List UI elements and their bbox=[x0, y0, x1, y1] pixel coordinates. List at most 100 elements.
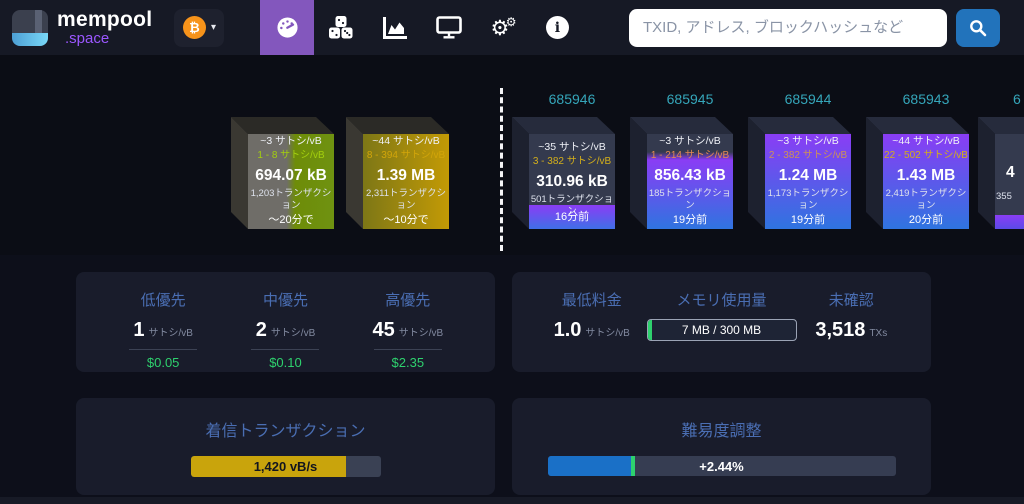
search-form bbox=[629, 8, 1000, 47]
block-height-label[interactable]: 685946 bbox=[548, 91, 596, 107]
block-time: 19分前 bbox=[672, 214, 708, 226]
fee-usd: $0.05 bbox=[146, 355, 180, 370]
mempool-block-1[interactable]: ~3 サトシ/vB 1 - 8 サトシ/vB 694.07 kB 1,203トラ… bbox=[231, 91, 335, 231]
tab-mining[interactable] bbox=[314, 0, 368, 55]
min-fee-value: 1.0 bbox=[553, 319, 582, 341]
logo-title: mempool bbox=[57, 8, 153, 31]
logo-subtitle: .space bbox=[65, 30, 110, 47]
min-fee-label: 最低料金 bbox=[561, 292, 622, 309]
fee-value: 45 bbox=[372, 319, 395, 341]
fee-range: 1 - 8 サトシ/vB bbox=[257, 150, 325, 162]
fee-col-medium: 中優先 2 サトシ/vB $0.10 bbox=[225, 289, 345, 370]
search-input[interactable] bbox=[629, 8, 947, 47]
mined-block-clipped[interactable]: 6 4 355 bbox=[978, 91, 1024, 231]
incoming-progress-fill bbox=[190, 456, 347, 477]
block-top-face bbox=[512, 117, 615, 134]
tachometer-icon bbox=[277, 17, 298, 38]
block-height-label[interactable]: 685945 bbox=[666, 91, 714, 107]
chain-divider-dashed-line bbox=[500, 88, 503, 251]
mined-block-685945[interactable]: 685945 ~3 サトシ/vB 1 - 214 サトシ/vB 856.43 k… bbox=[630, 91, 734, 231]
block-time: 20分前 bbox=[908, 214, 944, 226]
median-fee: ~3 サトシ/vB bbox=[777, 135, 839, 148]
currency-dropdown[interactable]: ₿ ▾ bbox=[174, 8, 225, 47]
difficulty-progress-label: +2.44% bbox=[699, 458, 744, 474]
block-face: ~3 サトシ/vB 2 - 382 サトシ/vB 1.24 MB 1,173トラ… bbox=[765, 134, 851, 229]
block-face: ~44 サトシ/vB 8 - 394 サトシ/vB 1.39 MB 2,311ト… bbox=[363, 134, 449, 229]
incoming-label: 着信トランザクション bbox=[205, 423, 366, 440]
block-height-label[interactable]: 685943 bbox=[902, 91, 950, 107]
mempool-block-0[interactable]: ~44 サトシ/vB 8 - 394 サトシ/vB 1.39 MB 2,311ト… bbox=[346, 91, 450, 231]
info-icon: i bbox=[545, 16, 569, 39]
tx-count: 1,173トランザクション bbox=[767, 188, 849, 212]
block-size: 856.43 kB bbox=[654, 166, 726, 184]
tx-count: 185トランザクション bbox=[648, 188, 732, 212]
block-side-face bbox=[748, 117, 765, 229]
fee-range: 1 - 214 サトシ/vB bbox=[650, 150, 730, 162]
fee-col-label: 中優先 bbox=[262, 292, 308, 309]
logo-text: mempool .space bbox=[57, 9, 152, 46]
mined-block-685943[interactable]: 685943 ~44 サトシ/vB 22 - 502 サトシ/vB 1.43 M… bbox=[866, 91, 970, 231]
block-face: ~3 サトシ/vB 1 - 8 サトシ/vB 694.07 kB 1,203トラ… bbox=[248, 134, 334, 229]
tab-graphs[interactable] bbox=[368, 0, 422, 55]
main-nav: ⚙ ⚙ i bbox=[260, 0, 584, 55]
block-size: 310.96 kB bbox=[536, 172, 608, 190]
tab-dashboard[interactable] bbox=[260, 0, 315, 55]
tab-settings[interactable]: ⚙ ⚙ bbox=[476, 0, 530, 55]
block-size: 694.07 kB bbox=[255, 166, 327, 184]
difficulty-progress-bar: +2.44% bbox=[547, 456, 896, 476]
tab-about[interactable]: i bbox=[530, 0, 584, 55]
footer-edge bbox=[0, 497, 1024, 504]
navbar: mempool .space ₿ ▾ bbox=[0, 0, 1024, 55]
difficulty-progress-fill bbox=[547, 456, 632, 476]
difficulty-target-tick bbox=[631, 456, 636, 476]
tx-count: 355 bbox=[996, 191, 1012, 202]
gears-icon: ⚙ ⚙ bbox=[490, 14, 517, 40]
tv-icon bbox=[436, 16, 463, 39]
block-size: 4 bbox=[1006, 164, 1015, 181]
caret-down-icon: ▾ bbox=[210, 22, 216, 33]
search-icon bbox=[970, 19, 987, 36]
block-side-face bbox=[630, 117, 647, 229]
fee-unit: サトシ/vB bbox=[398, 328, 444, 339]
mined-block-685946[interactable]: 685946 ~35 サトシ/vB 3 - 382 サトシ/vB 310.96 … bbox=[512, 91, 616, 231]
tx-count: 501トランザクション bbox=[530, 194, 614, 217]
unconfirmed-label: 未確認 bbox=[828, 292, 874, 309]
block-face: 4 355 bbox=[995, 134, 1024, 229]
tx-count: 1,203トランザクション bbox=[250, 188, 332, 212]
logo-block-blue bbox=[12, 32, 48, 46]
fee-range: 2 - 382 サトシ/vB bbox=[768, 150, 848, 162]
block-top-face bbox=[748, 117, 851, 134]
mempool-logo-icon bbox=[12, 9, 48, 46]
block-face: ~35 サトシ/vB 3 - 382 サトシ/vB 310.96 kB 501ト… bbox=[529, 134, 615, 229]
difficulty-adjustment-panel: 難易度調整 +2.44% bbox=[512, 398, 931, 495]
block-size: 1.39 MB bbox=[376, 166, 436, 184]
fee-unit: サトシ/vB bbox=[270, 328, 316, 339]
fee-col-label: 高優先 bbox=[385, 292, 431, 309]
mempool-stats-panel: 最低料金 1.0 サトシ/vB メモリ使用量 7 MB / 300 MB 未確認… bbox=[512, 272, 931, 372]
fee-usd: $2.35 bbox=[391, 355, 425, 370]
incoming-transactions-panel: 着信トランザクション 1,420 vB/s bbox=[76, 398, 495, 495]
block-top-face bbox=[231, 117, 334, 134]
fee-col-low: 低優先 1 サトシ/vB $0.05 bbox=[103, 289, 223, 370]
mined-block-685944[interactable]: 685944 ~3 サトシ/vB 2 - 382 サトシ/vB 1.24 MB … bbox=[748, 91, 852, 231]
block-height-label[interactable]: 685944 bbox=[784, 91, 832, 107]
block-time: 19分前 bbox=[790, 214, 826, 226]
fee-unit: サトシ/vB bbox=[148, 328, 193, 339]
block-side-face bbox=[978, 117, 995, 229]
tab-tv[interactable] bbox=[422, 0, 476, 55]
median-fee: ~44 サトシ/vB bbox=[892, 135, 960, 148]
block-side-face bbox=[512, 117, 529, 229]
block-eta: 〜10分で bbox=[383, 214, 429, 226]
fee-range: 8 - 394 サトシ/vB bbox=[366, 150, 446, 162]
incoming-progress-bar: 1,420 vB/s bbox=[190, 456, 381, 477]
search-button[interactable] bbox=[956, 8, 1000, 47]
block-height-label[interactable]: 6 bbox=[1013, 91, 1021, 107]
unconfirmed-stat: 未確認 3,518 TXs bbox=[798, 289, 905, 342]
tx-count: 2,311トランザクション bbox=[365, 188, 447, 212]
dashboard-panels: 低優先 1 サトシ/vB $0.05 中優先 2 サトシ/vB $0.10 高優… bbox=[76, 272, 931, 495]
memory-progress-label: 7 MB / 300 MB bbox=[681, 323, 762, 337]
block-top-face bbox=[630, 117, 733, 134]
dice-icon bbox=[329, 16, 353, 39]
logo[interactable]: mempool .space bbox=[12, 9, 152, 46]
fee-value: 2 bbox=[255, 319, 267, 341]
